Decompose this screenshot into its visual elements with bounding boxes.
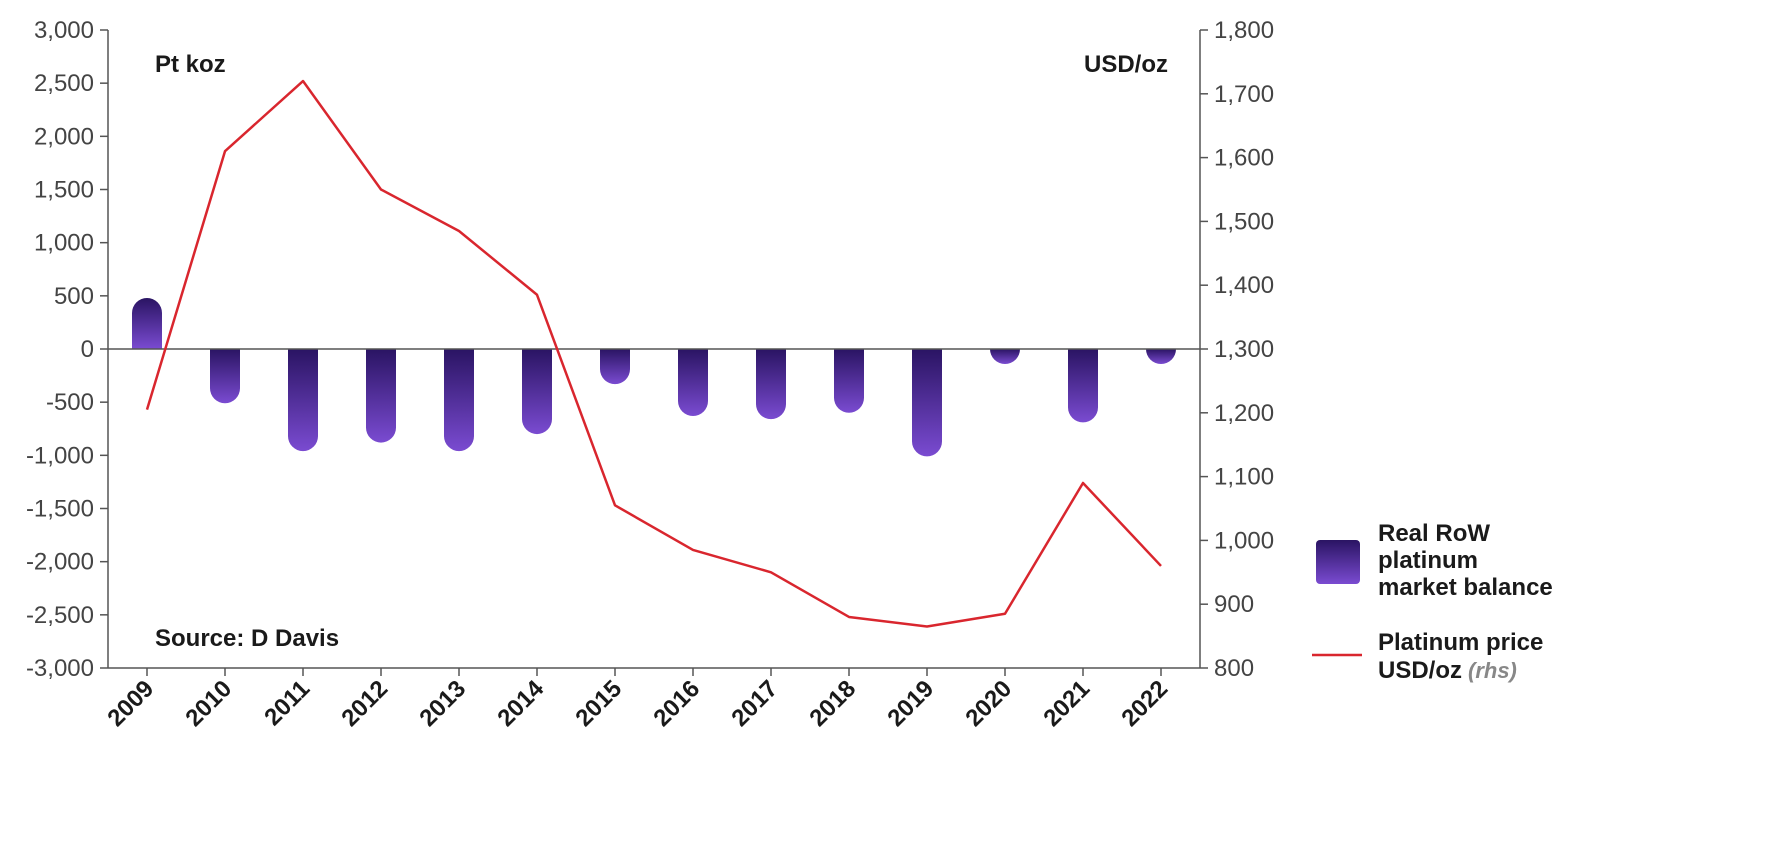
x-tick-label: 2018 [804, 675, 861, 732]
legend-bar-label-line2: platinum [1378, 547, 1478, 574]
right-tick-label: 1,700 [1214, 81, 1274, 108]
bar-2017 [756, 349, 786, 420]
bar-2013 [444, 349, 474, 452]
bars-layer [132, 297, 1176, 457]
bar-2011 [288, 349, 318, 452]
left-tick-label: 1,000 [34, 230, 94, 257]
x-tick-label: 2009 [102, 675, 159, 732]
bar-2022 [1146, 349, 1176, 364]
legend-line-label-unit: USD/oz [1378, 657, 1462, 684]
x-tick-label: 2013 [414, 675, 471, 732]
legend-bar-label-line3: market balance [1378, 574, 1553, 601]
bar-2018 [834, 349, 864, 413]
bar-2016 [678, 349, 708, 416]
x-tick-label: 2012 [336, 675, 393, 732]
right-tick-label: 1,400 [1214, 272, 1274, 299]
right-tick-label: 1,600 [1214, 145, 1274, 172]
x-tick-label: 2011 [259, 675, 315, 731]
left-tick-label: -3,000 [26, 655, 94, 682]
right-tick-label: 1,500 [1214, 208, 1274, 235]
legend-bar-swatch [1316, 540, 1360, 584]
legend-line-label-line2: USD/oz (rhs) [1378, 657, 1517, 684]
bar-2010 [210, 349, 240, 404]
left-tick-label: -1,000 [26, 442, 94, 469]
left-tick-label: 1,500 [34, 177, 94, 204]
right-axis-unit-label: USD/oz [1084, 51, 1168, 78]
bar-2014 [522, 349, 552, 435]
legend: Real RoW platinum market balance Platinu… [1312, 520, 1553, 684]
x-tick-label: 2015 [570, 675, 627, 732]
x-tick-label: 2021 [1038, 675, 1095, 732]
right-tick-label: 800 [1214, 655, 1254, 682]
right-tick-label: 1,300 [1214, 336, 1274, 363]
legend-line-label-rhs: (rhs) [1468, 658, 1517, 683]
price-line [145, 79, 1162, 628]
left-tick-label: 2,000 [34, 123, 94, 150]
left-axis-unit-label: Pt koz [155, 51, 226, 78]
bar-2015 [600, 349, 630, 385]
bar-2021 [1068, 349, 1098, 423]
bar-2019 [912, 349, 942, 457]
left-tick-label: 3,000 [34, 17, 94, 44]
right-tick-label: 1,000 [1214, 527, 1274, 554]
labels-layer: -3,000 -2,500 -2,000 -1,500 -1,000 -500 0 500 1,… [26, 17, 1274, 732]
line-layer [145, 79, 1162, 628]
left-tick-label: -500 [46, 389, 94, 416]
bar-2012 [366, 349, 396, 443]
right-tick-label: 900 [1214, 591, 1254, 618]
left-tick-label: -2,000 [26, 549, 94, 576]
x-tick-label: 2016 [648, 675, 705, 732]
x-tick-label: 2017 [726, 675, 783, 732]
legend-bar-label-line1: Real RoW [1378, 520, 1490, 547]
right-tick-label: 1,100 [1214, 464, 1274, 491]
bar-2009 [132, 297, 162, 349]
right-tick-label: 1,800 [1214, 17, 1274, 44]
axes-layer [100, 29, 1208, 676]
source-note: Source: D Davis [155, 625, 339, 652]
left-tick-label: -1,500 [26, 496, 94, 523]
left-tick-label: -2,500 [26, 602, 94, 629]
x-tick-label: 2020 [960, 675, 1017, 732]
x-tick-label: 2022 [1116, 675, 1173, 732]
left-tick-label: 0 [81, 336, 94, 363]
right-tick-label: 1,200 [1214, 400, 1274, 427]
x-tick-label: 2010 [180, 675, 237, 732]
left-tick-label: 2,500 [34, 70, 94, 97]
x-tick-label: 2019 [882, 675, 939, 732]
left-tick-label: 500 [54, 283, 94, 310]
x-tick-label: 2014 [492, 675, 549, 732]
legend-line-label-line1: Platinum price [1378, 629, 1543, 656]
bar-2020 [990, 349, 1020, 364]
